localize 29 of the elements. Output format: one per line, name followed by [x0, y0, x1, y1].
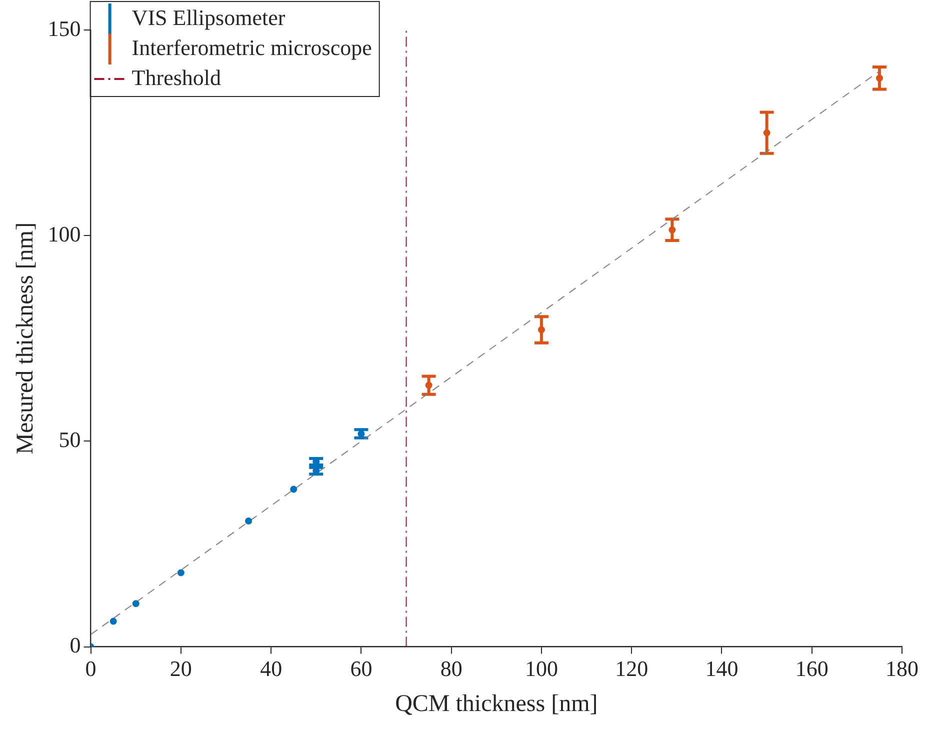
x-tick-label: 160: [795, 656, 828, 681]
point: [177, 569, 184, 576]
x-tick-label: 40: [260, 656, 282, 681]
x-tick-label: 180: [886, 656, 918, 681]
y-tick-label: 0: [70, 632, 81, 658]
x-tick-label: 80: [440, 656, 462, 681]
point: [290, 486, 298, 493]
y-tick-label: 150: [48, 16, 81, 41]
legend-label: Threshold: [132, 64, 222, 90]
y-tick-label: 50: [58, 426, 81, 452]
point: [538, 326, 545, 334]
point: [132, 600, 140, 608]
point: [245, 517, 252, 524]
x-tick-label: 60: [350, 656, 372, 681]
x-tick-label: 120: [615, 656, 648, 681]
y-axis-title: Mesured thickness [nm]: [12, 222, 39, 454]
point: [668, 226, 676, 234]
point: [876, 74, 883, 82]
x-tick-label: 140: [705, 656, 738, 681]
x-axis-title: QCM thickness [nm]: [395, 690, 598, 717]
x-tick-label: 100: [524, 656, 558, 681]
x-tick-label: 20: [170, 656, 192, 681]
point: [763, 129, 770, 136]
x-tick-label: 0: [85, 656, 96, 681]
point: [110, 618, 117, 625]
y-tick-label: 100: [48, 221, 81, 246]
legend-label: VIS Ellipsometer: [132, 4, 286, 30]
legend-label: Interferometric microscope: [132, 34, 372, 60]
point: [358, 430, 365, 438]
